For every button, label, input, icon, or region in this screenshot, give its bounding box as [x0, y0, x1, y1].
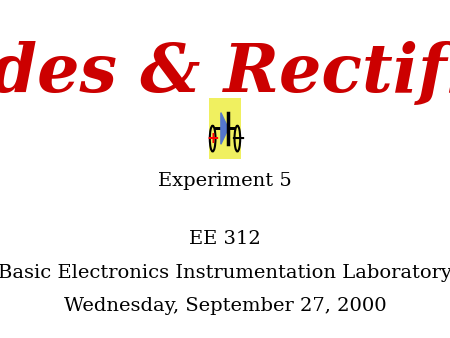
Bar [208, 98, 242, 159]
Text: +: + [206, 131, 219, 146]
Text: −: − [230, 129, 245, 148]
Text: EE 312: EE 312 [189, 230, 261, 248]
Text: Wednesday, September 27, 2000: Wednesday, September 27, 2000 [64, 297, 386, 315]
Polygon shape [221, 113, 228, 144]
Text: Experiment 5: Experiment 5 [158, 172, 292, 190]
Text: Diodes & Rectifiers: Diodes & Rectifiers [0, 41, 450, 105]
Text: Basic Electronics Instrumentation Laboratory: Basic Electronics Instrumentation Labora… [0, 264, 450, 282]
